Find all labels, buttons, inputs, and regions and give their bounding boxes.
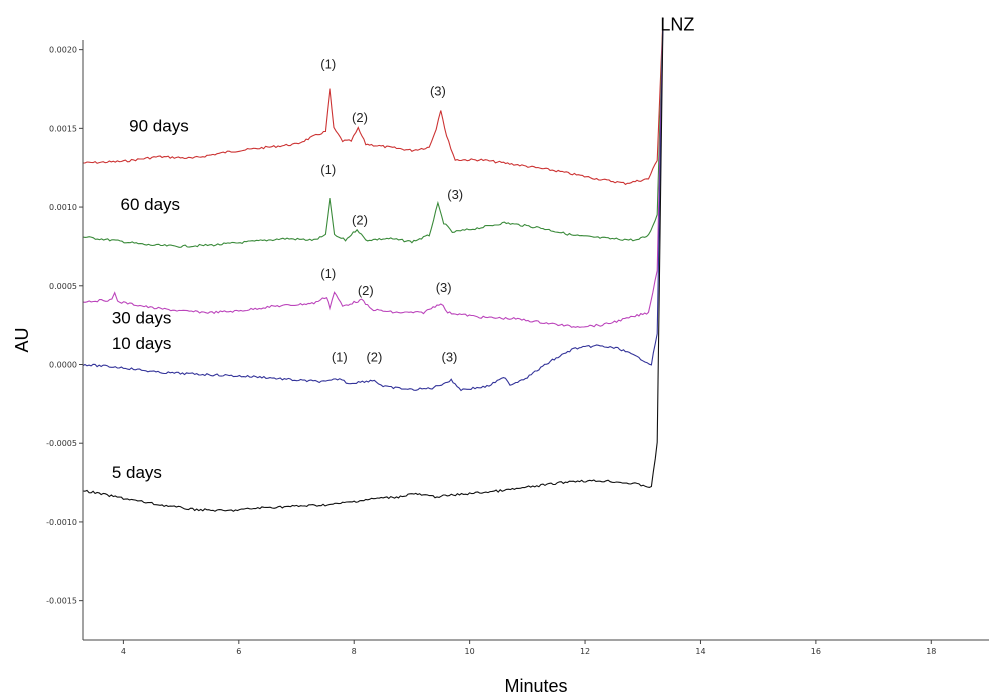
y-tick-label: 0.0000 — [49, 360, 77, 369]
peak-annotation: (3) — [436, 280, 452, 295]
peak-annotation: (1) — [320, 266, 336, 281]
y-tick-label: -0.0005 — [46, 439, 77, 448]
x-tick-label: 14 — [695, 647, 705, 656]
peak-annotation: (2) — [352, 110, 368, 125]
series-line-30-days — [82, 18, 664, 328]
x-axis-title: Minutes — [504, 676, 567, 696]
x-tick-label: 18 — [926, 647, 936, 656]
peak-annotation: (1) — [320, 162, 336, 177]
y-tick-label: -0.0010 — [46, 518, 77, 527]
series-lines-group — [82, 18, 664, 512]
series-label-90-days: 90 days — [129, 116, 189, 135]
x-tick-label: 16 — [811, 647, 821, 656]
x-tick-label: 6 — [236, 647, 241, 656]
series-line-5-days — [82, 18, 664, 512]
series-line-10-days — [82, 18, 664, 392]
peak-annotation: (3) — [447, 187, 463, 202]
peak-annotation: (3) — [441, 349, 457, 364]
peak-name-lnz: LNZ — [660, 15, 694, 35]
series-label-60-days: 60 days — [121, 195, 181, 214]
x-tick-label: 8 — [352, 647, 357, 656]
series-line-60-days — [82, 18, 664, 248]
peak-name-eof: eof — [806, 0, 832, 2]
series-line-90-days — [83, 18, 664, 186]
labels-group: 90 days 60 days 30 days 10 days 5 days (1) (2)… — [112, 0, 832, 482]
x-tick-label: 12 — [580, 647, 590, 656]
series-label-5-days: 5 days — [112, 463, 162, 482]
peak-annotation: (3) — [430, 83, 446, 98]
y-tick-label: 0.0005 — [49, 282, 77, 291]
peak-annotation: (2) — [366, 349, 382, 364]
peak-annotation: (1) — [320, 57, 336, 72]
series-label-30-days: 30 days — [112, 309, 172, 328]
axes-group: 0.0020 0.0015 0.0010 0.0005 0.0000 -0.0005 -0.… — [46, 40, 989, 656]
y-axis-title: AU — [12, 327, 32, 352]
x-tick-label: 10 — [465, 647, 475, 656]
y-tick-label: 0.0015 — [49, 124, 77, 133]
x-tick-label: 4 — [121, 647, 126, 656]
y-tick-label: 0.0020 — [49, 46, 77, 55]
y-tick-label: 0.0010 — [49, 203, 77, 212]
series-label-10-days: 10 days — [112, 334, 172, 353]
peak-annotation: (2) — [358, 283, 374, 298]
peak-annotation: (1) — [332, 349, 348, 364]
y-tick-label: -0.0015 — [46, 597, 77, 606]
peak-annotation: (2) — [352, 212, 368, 227]
